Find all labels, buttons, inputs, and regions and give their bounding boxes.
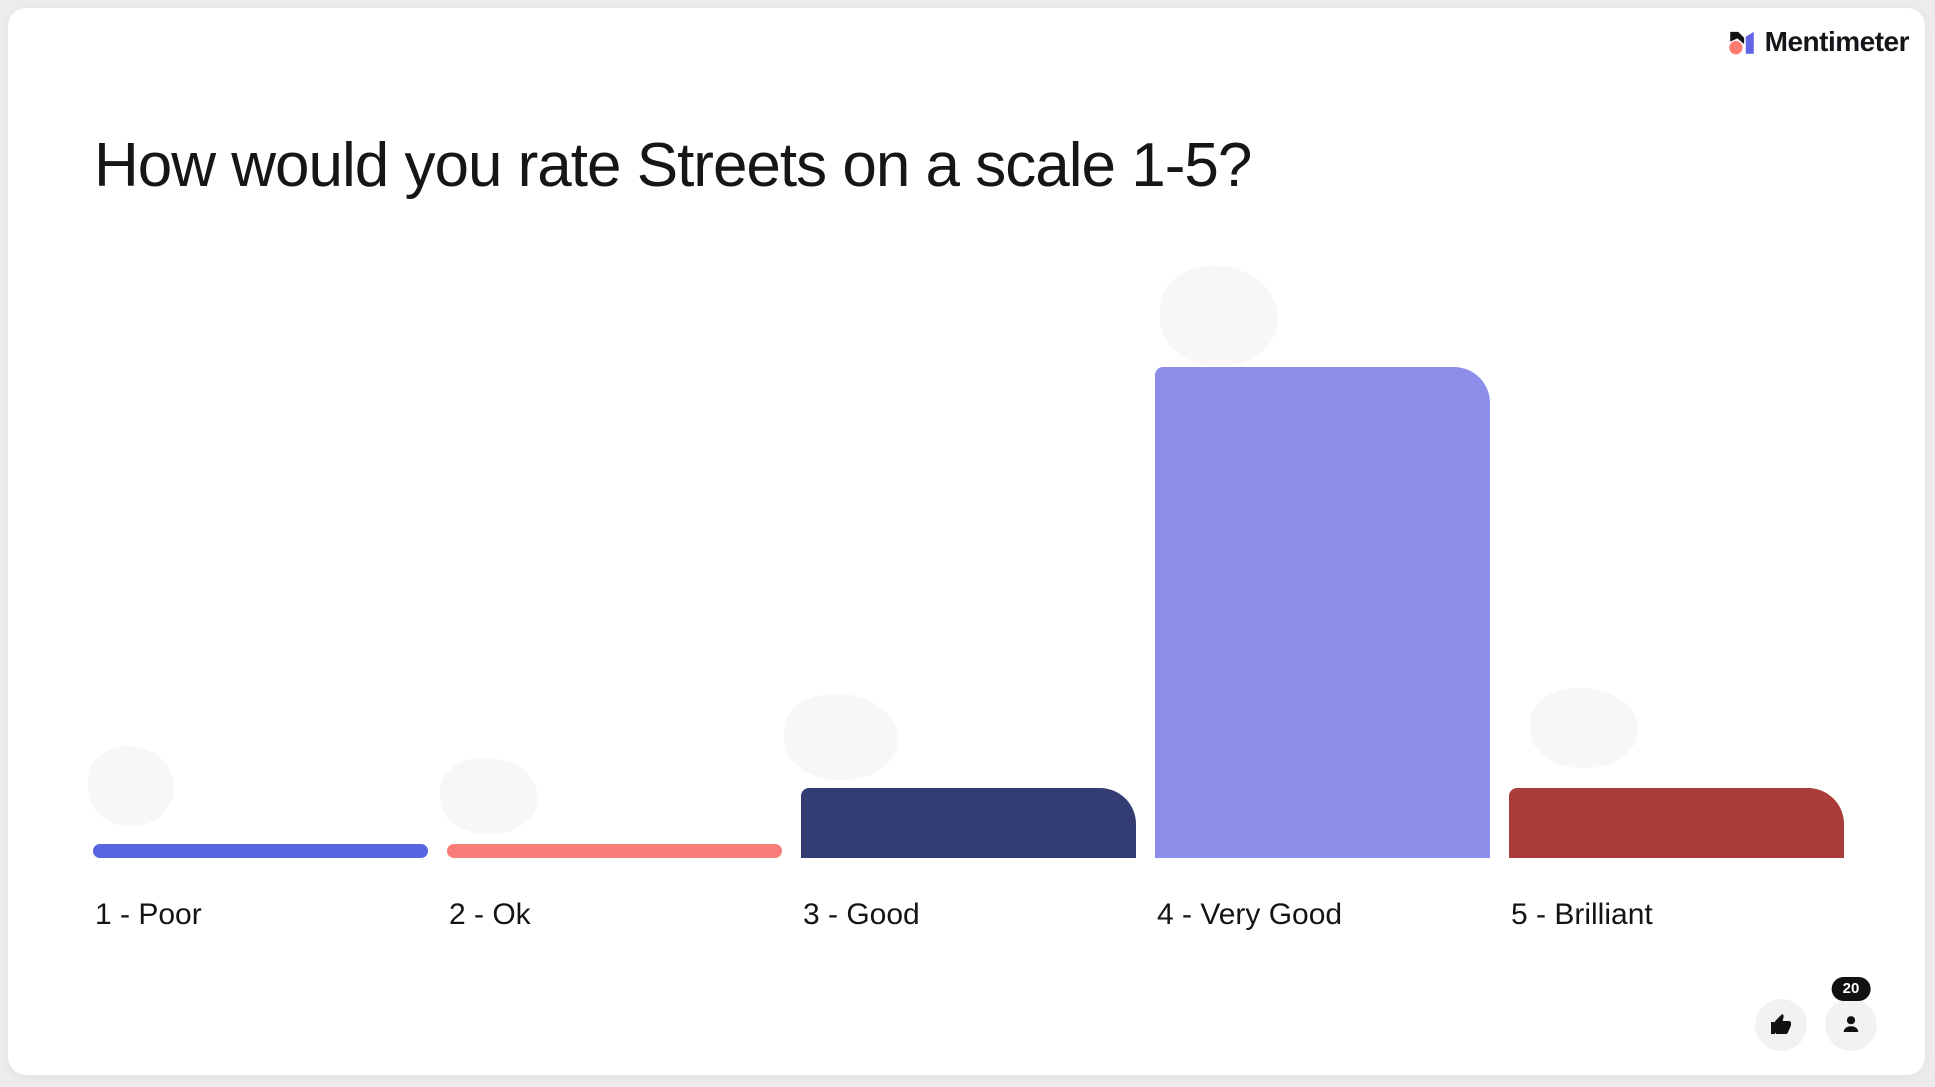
slide-card: Mentimeter How would you rate Streets on…	[8, 8, 1925, 1075]
bar-3-good	[801, 788, 1136, 858]
faded-reaction-blob	[784, 694, 898, 780]
bar-column-1-poor: 1 - Poor	[93, 338, 428, 931]
thumbs-up-icon	[1771, 1014, 1791, 1034]
bar-label-3-good: 3 - Good	[803, 898, 920, 931]
bar-1-poor	[93, 844, 428, 858]
bar-column-2-ok: 2 - Ok	[447, 338, 782, 931]
bar-label-4-very-good: 4 - Very Good	[1157, 898, 1343, 931]
reactions-toolbar: 20	[1755, 977, 1877, 1051]
faded-reaction-blob	[88, 746, 174, 826]
question-title: How would you rate Streets on a scale 1-…	[94, 131, 1252, 200]
bar-label-5-brilliant: 5 - Brilliant	[1511, 898, 1653, 931]
bar-column-3-good: 3 - Good	[801, 338, 1136, 931]
bar-column-4-very-good: 4 - Very Good	[1155, 338, 1490, 931]
bar-4-very-good	[1155, 367, 1490, 858]
faded-reaction-blob	[1160, 266, 1278, 366]
person-icon	[1843, 1016, 1859, 1032]
faded-reaction-blob	[1530, 688, 1638, 768]
participants-button[interactable]: 20	[1825, 977, 1877, 1051]
bar-label-1-poor: 1 - Poor	[95, 898, 202, 931]
mentimeter-logo-text: Mentimeter	[1764, 26, 1910, 57]
faded-reaction-blob	[440, 758, 538, 834]
bar-2-ok	[447, 844, 782, 858]
mentimeter-logo: Mentimeter	[1727, 26, 1910, 58]
bar-5-brilliant	[1509, 788, 1844, 858]
bar-column-5-brilliant: 5 - Brilliant	[1509, 338, 1844, 931]
bar-label-2-ok: 2 - Ok	[449, 898, 531, 931]
thumbs-up-button[interactable]	[1755, 999, 1807, 1051]
participants-count-badge: 20	[1831, 977, 1871, 1001]
bar-chart: 1 - Poor 2 - Ok 3 - Good 4 - Very Good 5 - B…	[93, 338, 1844, 931]
mentimeter-logo-icon	[1728, 31, 1754, 55]
